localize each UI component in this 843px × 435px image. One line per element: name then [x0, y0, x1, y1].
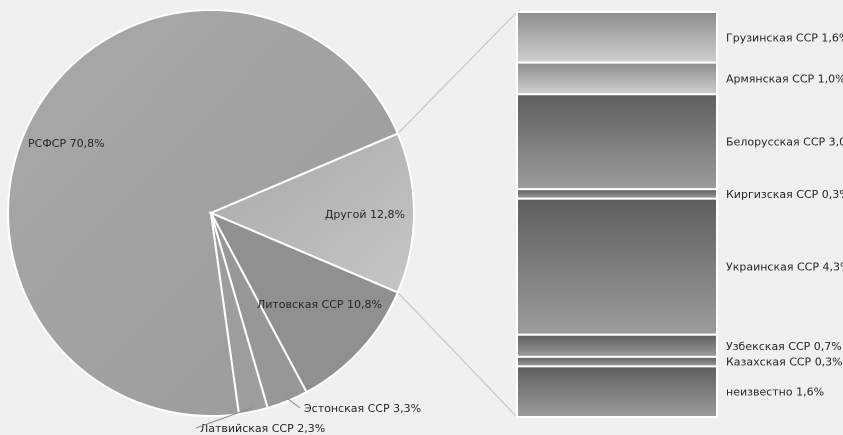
stacked-bar: [516, 11, 718, 419]
bar-segment-казахская-сср: [516, 355, 718, 368]
bar-label-грузинская-сср: Грузинская ССР 1,6%: [726, 31, 843, 44]
pie: [7, 9, 416, 417]
pie-slice-литовская-сср: [208, 210, 400, 394]
pie-label-литовская-сср: Литовская ССР 10,8%: [257, 298, 382, 311]
data-labels: РСФСР 70,8% Другой 12,8% Литовская ССР 10,…: [28, 31, 843, 435]
pie-label-другой: Другой 12,8%: [325, 208, 405, 221]
bar-label-армянская-сср: Армянская ССР 1,0%: [726, 72, 843, 85]
leader-line-эстонская-сср: [285, 396, 301, 409]
pie-slice-другой: [208, 132, 416, 294]
bar-label-украинская-сср: Украинская ССР 4,3%: [726, 261, 843, 274]
pie-slice-латвийская-сср: [210, 212, 269, 416]
bar-label-неизвестно: неизвестно 1,6%: [726, 386, 824, 399]
pie-label-рсфср: РСФСР 70,8%: [28, 137, 105, 150]
connector-lines: [397, 11, 518, 418]
bar-segment-неизвестно: [516, 365, 718, 419]
pie-slice-рсфср: [7, 9, 400, 417]
leader-line-латвийская-сср: [195, 407, 253, 429]
pie-label-латвийская-сср: Латвийская ССР 2,3%: [200, 422, 325, 435]
bar-label-киргизская-сср: Киргизская ССР 0,3%: [726, 188, 843, 201]
bar-segment-украинская-сср: [516, 197, 718, 336]
connector-lower: [397, 291, 518, 418]
bar-segment-грузинская-сср: [516, 11, 718, 64]
bar-label-белорусская-сср: Белорусская ССР 3,0%: [726, 136, 843, 149]
pie-label-эстонская-сср: Эстонская ССР 3,3%: [304, 402, 421, 415]
bar-segment-белорусская-сср: [516, 93, 718, 191]
bar-label-казахская-сср: Казахская ССР 0,3%: [726, 356, 843, 369]
bar-segment-армянская-сср: [516, 61, 718, 96]
bar-segment-узбекская-сср: [516, 333, 718, 358]
connector-upper: [397, 11, 518, 135]
bar-label-узбекская-сср: Узбекская ССР 0,7%: [726, 340, 842, 353]
bar-segment-киргизская-сср: [516, 188, 718, 200]
